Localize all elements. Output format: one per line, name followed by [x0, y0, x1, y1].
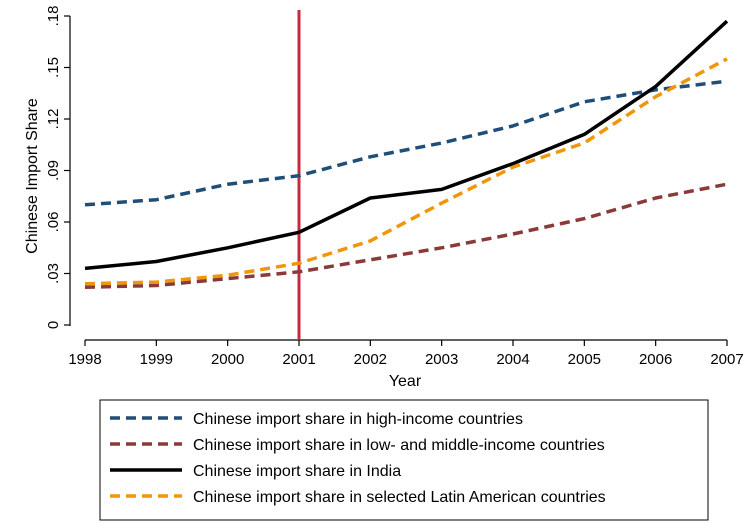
x-tick-label: 2000 — [211, 351, 244, 368]
y-tick-label: .06 — [45, 212, 62, 233]
legend-box — [99, 399, 709, 521]
x-tick-label: 2004 — [496, 351, 529, 368]
x-tick-label: 2006 — [639, 351, 672, 368]
y-tick-label: .18 — [45, 6, 62, 27]
series-line-chinese-import-share-in-selected-latin-american-countries — [84, 57, 728, 286]
y-tick-label: 0 — [45, 321, 62, 329]
legend-label: Chinese import share in low- and middle-… — [193, 437, 605, 454]
series-line-chinese-import-share-in-high-income-countries — [84, 79, 728, 207]
y-tick-label: .15 — [45, 57, 62, 78]
y-axis-title: Chinese Import Share — [24, 98, 41, 254]
x-tick-label: 2001 — [282, 351, 315, 368]
legend-label: Chinese import share in India — [193, 463, 401, 480]
x-tick-label: 2002 — [354, 351, 387, 368]
legend-label: Chinese import share in high-income coun… — [193, 411, 523, 428]
series-line-chinese-import-share-in-low-and-middle-income-countries — [84, 182, 728, 289]
y-tick-label: .12 — [45, 109, 62, 130]
legend-label: Chinese import share in selected Latin A… — [193, 489, 606, 506]
y-tick-label: .09 — [45, 160, 62, 181]
x-tick-label: 2005 — [568, 351, 601, 368]
x-tick-label: 1998 — [68, 351, 101, 368]
x-tick-label: 2007 — [710, 351, 743, 368]
series-line-chinese-import-share-in-india — [84, 19, 729, 271]
x-axis-title: Year — [389, 373, 422, 390]
x-tick-label: 1999 — [140, 351, 173, 368]
y-tick-label: .03 — [45, 263, 62, 284]
x-tick-label: 2003 — [425, 351, 458, 368]
